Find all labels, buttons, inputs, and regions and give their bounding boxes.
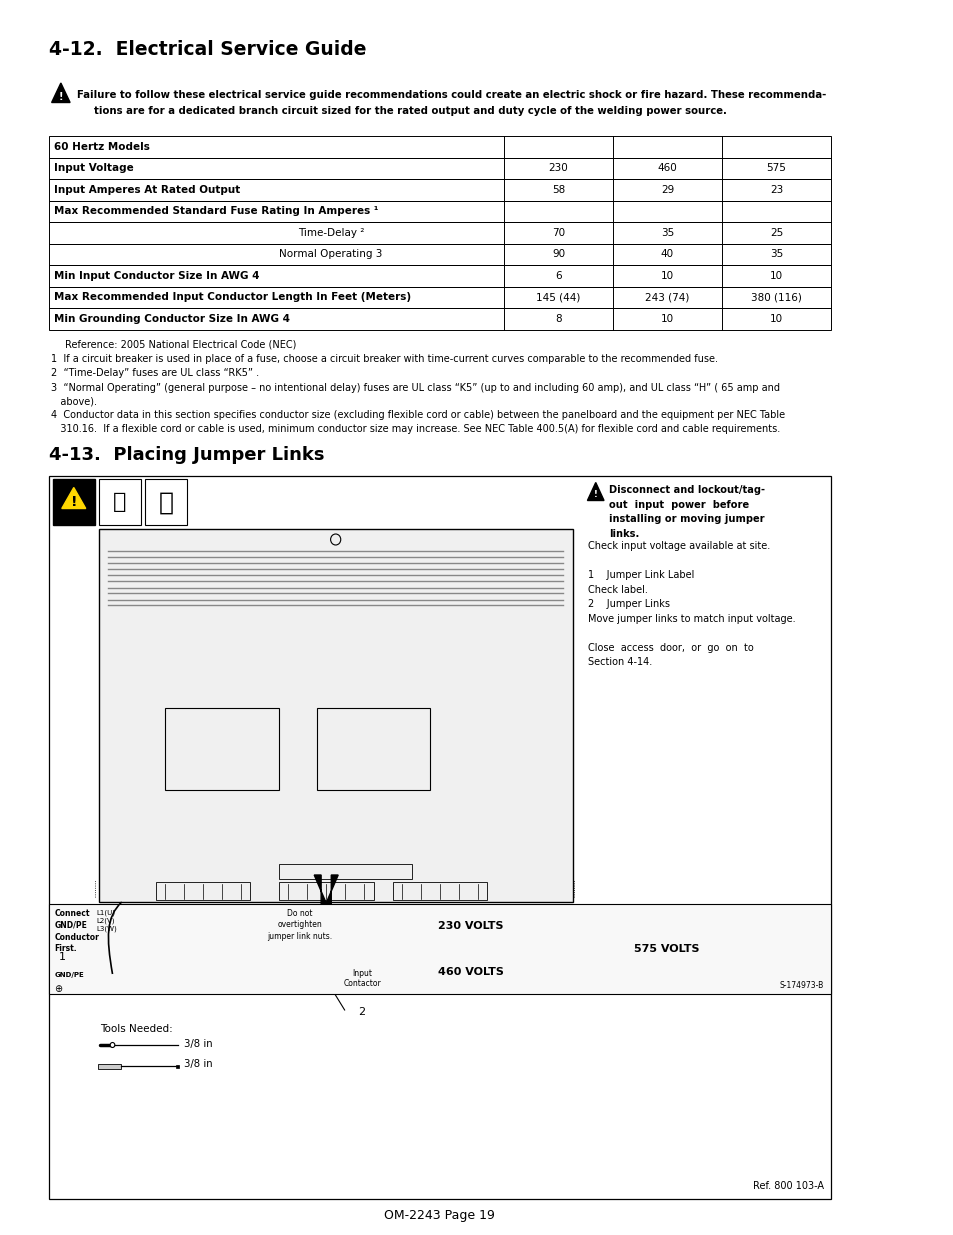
Text: !: ! [71,495,77,510]
Text: 3  “Normal Operating” (general purpose – no intentional delay) fuses are UL clas: 3 “Normal Operating” (general purpose – … [51,383,779,393]
Polygon shape [62,488,86,509]
Text: 58: 58 [551,185,564,195]
Bar [155,882,250,900]
Text: Max Recommended Standard Fuse Rating In Amperes ¹: Max Recommended Standard Fuse Rating In … [54,206,378,216]
Text: 8: 8 [555,314,561,324]
Text: 10: 10 [660,314,674,324]
Text: 35: 35 [660,227,674,238]
Bar [316,709,430,790]
Text: 2    Jumper Links: 2 Jumper Links [588,599,670,610]
Bar [49,308,830,330]
Text: 2  “Time-Delay” fuses are UL class “RK5” .: 2 “Time-Delay” fuses are UL class “RK5” … [51,368,258,378]
Text: L1(U)
L2(V)
L3(W): L1(U) L2(V) L3(W) [96,909,117,931]
Text: 90: 90 [552,249,564,259]
Text: above).: above). [51,396,96,406]
Polygon shape [587,483,603,500]
Text: 460 VOLTS: 460 VOLTS [437,967,503,977]
Text: 3/8 in: 3/8 in [183,1060,212,1070]
Text: OM-2243 Page 19: OM-2243 Page 19 [384,1209,495,1221]
Bar [49,243,830,266]
Bar [49,266,830,287]
Text: 23: 23 [769,185,782,195]
Text: Input
Contactor: Input Contactor [343,968,381,988]
Text: !: ! [593,490,597,499]
Bar [49,222,830,243]
Text: GND/PE: GND/PE [54,972,84,978]
Text: Ref. 800 103-A: Ref. 800 103-A [752,1181,822,1191]
Text: 230: 230 [548,163,568,173]
Text: Move jumper links to match input voltage.: Move jumper links to match input voltage… [588,614,795,624]
Text: Max Recommended Input Conductor Length In Feet (Meters): Max Recommended Input Conductor Length I… [54,293,411,303]
Text: Min Grounding Conductor Size In AWG 4: Min Grounding Conductor Size In AWG 4 [54,314,290,324]
Text: Check input voltage available at site.: Check input voltage available at site. [588,541,770,552]
Bar [49,287,830,308]
Bar [49,475,830,1199]
Text: 310.16.  If a flexible cord or cable is used, minimum conductor size may increas: 310.16. If a flexible cord or cable is u… [51,424,780,433]
Bar [392,882,487,900]
Bar [176,1065,179,1067]
Bar [97,1063,121,1068]
Bar [278,864,411,879]
Polygon shape [314,876,337,904]
Text: 10: 10 [660,270,674,280]
Text: Failure to follow these electrical service guide recommendations could create an: Failure to follow these electrical servi… [76,90,825,100]
Text: 4-12.  Electrical Service Guide: 4-12. Electrical Service Guide [49,40,366,59]
Text: Connect
GND/PE
Conductor
First.: Connect GND/PE Conductor First. [54,909,99,953]
Text: 70: 70 [552,227,564,238]
Bar [165,709,278,790]
Bar [98,479,141,526]
Bar [49,904,830,994]
Text: 243 (74): 243 (74) [644,293,689,303]
Text: 1: 1 [59,952,66,962]
Bar [49,179,830,200]
Circle shape [111,1042,114,1047]
Bar [278,882,374,900]
Bar [98,530,572,902]
Text: !: ! [58,91,63,101]
Text: 10: 10 [769,270,782,280]
Polygon shape [51,83,70,103]
Text: 575: 575 [765,163,785,173]
Text: 2: 2 [358,1007,365,1016]
Bar [49,136,830,158]
Text: 230 VOLTS: 230 VOLTS [437,921,503,931]
Text: 29: 29 [660,185,674,195]
Text: Tools Needed:: Tools Needed: [99,1024,172,1034]
Text: 25: 25 [769,227,782,238]
Bar [49,200,830,222]
Text: 460: 460 [657,163,677,173]
Text: 380 (116): 380 (116) [750,293,801,303]
Text: 1    Jumper Link Label: 1 Jumper Link Label [588,571,694,580]
Text: Do not
overtighten
jumper link nuts.: Do not overtighten jumper link nuts. [267,909,332,941]
Text: 〜: 〜 [158,490,173,515]
Text: Reference: 2005 National Electrical Code (NEC): Reference: 2005 National Electrical Code… [66,340,296,350]
Text: 10: 10 [769,314,782,324]
Text: Min Input Conductor Size In AWG 4: Min Input Conductor Size In AWG 4 [54,270,259,280]
Text: Input Amperes At Rated Output: Input Amperes At Rated Output [54,185,240,195]
Text: ⊕: ⊕ [54,984,63,994]
Text: 6: 6 [555,270,561,280]
Text: 40: 40 [660,249,674,259]
Text: 35: 35 [769,249,782,259]
Text: 4-13.  Placing Jumper Links: 4-13. Placing Jumper Links [49,446,324,463]
Text: 1  If a circuit breaker is used in place of a fuse, choose a circuit breaker wit: 1 If a circuit breaker is used in place … [51,354,717,364]
Bar [52,479,95,526]
Text: Time-Delay ²: Time-Delay ² [297,227,364,238]
Text: Disconnect and lockout/tag-
out  input  power  before
installing or moving jumpe: Disconnect and lockout/tag- out input po… [608,485,764,538]
Text: Close  access  door,  or  go  on  to
Section 4-14.: Close access door, or go on to Section 4… [588,643,753,667]
Text: 145 (44): 145 (44) [536,293,580,303]
Bar [145,479,187,526]
Text: Normal Operating 3: Normal Operating 3 [279,249,382,259]
Text: S-174973-B: S-174973-B [779,981,822,990]
Text: 60 Hertz Models: 60 Hertz Models [54,142,151,152]
Text: 575 VOLTS: 575 VOLTS [634,944,700,953]
Text: 🏃: 🏃 [113,493,127,513]
Text: 3/8 in: 3/8 in [183,1040,212,1050]
Text: 4  Conductor data in this section specifies conductor size (excluding flexible c: 4 Conductor data in this section specifi… [51,410,784,420]
Text: Check label.: Check label. [588,585,647,595]
Text: Input Voltage: Input Voltage [54,163,134,173]
Bar [49,158,830,179]
Text: tions are for a dedicated branch circuit sized for the rated output and duty cyc: tions are for a dedicated branch circuit… [94,105,726,116]
